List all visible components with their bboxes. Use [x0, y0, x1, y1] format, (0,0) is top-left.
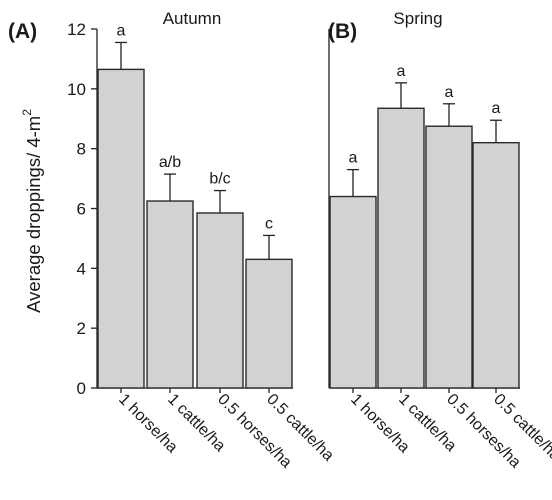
- panel-b-bars: a a a a: [329, 63, 520, 389]
- panel-a: (A) Autumn Average droppings/ 4-m2 02468…: [8, 9, 337, 471]
- bar-b-2: [377, 107, 425, 389]
- panel-b-title: Spring: [393, 9, 442, 28]
- bar-a-4: [245, 258, 293, 389]
- y-tick-label-6: 6: [77, 200, 86, 219]
- y-tick-label-10: 10: [67, 80, 86, 99]
- significance-letter-a-3: b/c: [209, 171, 230, 188]
- significance-letter-b-1: a: [349, 150, 358, 167]
- y-tick-label-0: 0: [77, 379, 86, 398]
- significance-letter-a-2: a/b: [159, 154, 181, 171]
- y-tick-label-2: 2: [77, 319, 86, 338]
- y-axis-label-text: Average droppings/ 4-m: [23, 116, 44, 313]
- panel-b-label: (B): [328, 20, 357, 43]
- panel-a-bars: a a/b b/c c: [97, 22, 293, 389]
- y-tick-label-4: 4: [77, 259, 86, 278]
- panel-b: (B) Spring 1 horse/ha1 cattle/ha0.5 hors…: [328, 9, 552, 471]
- significance-letter-a-1: a: [117, 22, 126, 39]
- significance-letter-b-2: a: [397, 63, 406, 80]
- bar-b-1: [329, 195, 377, 389]
- bar-a-1: [97, 68, 145, 389]
- bar-a-3: [196, 212, 244, 389]
- significance-letter-b-3: a: [445, 84, 454, 101]
- bar-a-2: [146, 200, 194, 389]
- y-axis-label-superscript: 2: [20, 109, 34, 116]
- y-tick-label-8: 8: [77, 140, 86, 159]
- panel-a-label: (A): [8, 20, 37, 43]
- bar-b-3: [425, 125, 473, 389]
- y-axis-label: Average droppings/ 4-m2: [20, 109, 44, 313]
- y-tick-label-12: 12: [67, 20, 86, 39]
- bar-b-4: [472, 141, 520, 389]
- panel-a-title: Autumn: [163, 9, 222, 28]
- significance-letter-a-4: c: [265, 215, 273, 232]
- significance-letter-b-4: a: [492, 100, 501, 117]
